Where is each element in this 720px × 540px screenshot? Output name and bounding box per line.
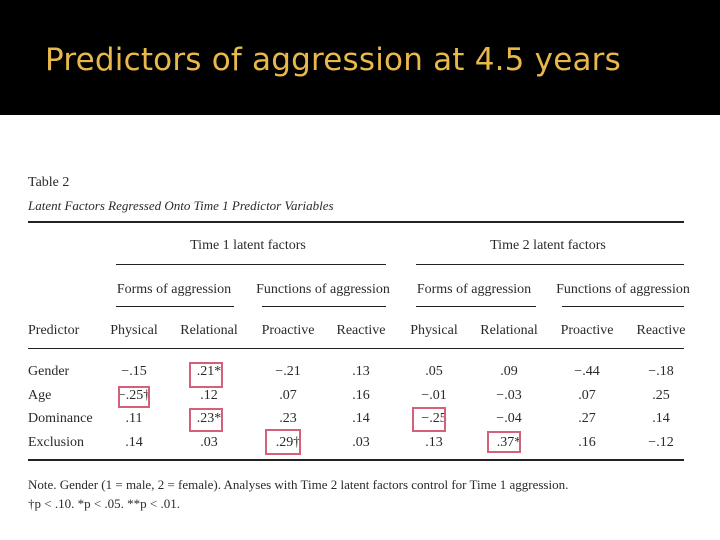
highlight-box bbox=[189, 362, 223, 388]
table-cell: −.15 bbox=[121, 364, 147, 379]
subgroup-header-forms-1: Forms of aggression bbox=[116, 282, 232, 297]
table-cell: −.21 bbox=[275, 364, 301, 379]
table-cell: −.01 bbox=[421, 388, 447, 403]
row-label: Dominance bbox=[28, 411, 93, 426]
table-cell: .13 bbox=[425, 435, 443, 450]
highlight-box bbox=[118, 386, 150, 408]
highlight-box bbox=[265, 429, 301, 455]
column-header: Physical bbox=[410, 323, 458, 338]
table-cell: .23* bbox=[196, 411, 222, 426]
table-cell: .13 bbox=[352, 364, 370, 379]
subgroup-rule-3 bbox=[416, 306, 536, 307]
table-cell: −.44 bbox=[574, 364, 600, 379]
highlight-box bbox=[189, 408, 223, 432]
table-cell: .27 bbox=[578, 411, 596, 426]
group-rule-time2 bbox=[416, 264, 684, 265]
significance-note: †p < .10. *p < .05. **p < .01. bbox=[28, 496, 180, 511]
table-cell: .03 bbox=[352, 435, 370, 450]
subgroup-rule-2 bbox=[262, 306, 386, 307]
table-cell: .29† bbox=[275, 435, 301, 450]
table-cell: .03 bbox=[200, 435, 218, 450]
table-cell: .07 bbox=[279, 388, 297, 403]
row-label: Age bbox=[28, 388, 52, 403]
table-cell: .14 bbox=[352, 411, 370, 426]
column-header: Relational bbox=[180, 323, 238, 338]
table-cell: −.03 bbox=[496, 388, 522, 403]
top-rule bbox=[28, 221, 684, 223]
slide-title: Predictors of aggression at 4.5 years bbox=[45, 42, 621, 78]
subgroup-header-functions-1: Functions of aggression bbox=[256, 282, 390, 297]
table-label: Table 2 bbox=[28, 175, 70, 190]
subgroup-header-functions-2: Functions of aggression bbox=[556, 282, 690, 297]
column-header: Proactive bbox=[560, 323, 614, 338]
row-label: Exclusion bbox=[28, 435, 84, 450]
table-cell: .16 bbox=[352, 388, 370, 403]
column-header: Reactive bbox=[636, 323, 686, 338]
row-label: Gender bbox=[28, 364, 70, 379]
highlight-box bbox=[412, 407, 446, 432]
table-cell: .09 bbox=[500, 364, 518, 379]
table-cell: .07 bbox=[578, 388, 596, 403]
table-cell: .23 bbox=[279, 411, 297, 426]
column-header: Proactive bbox=[261, 323, 315, 338]
table-cell: −.25† bbox=[117, 388, 151, 403]
table-cell: −.04 bbox=[496, 411, 522, 426]
subgroup-header-forms-2: Forms of aggression bbox=[416, 282, 532, 297]
subgroup-rule-4 bbox=[562, 306, 684, 307]
group-header-time1: Time 1 latent factors bbox=[190, 238, 306, 253]
table-cell: .12 bbox=[200, 388, 218, 403]
table-note: Note. Gender (1 = male, 2 = female). Ana… bbox=[28, 477, 569, 492]
table-cell: −.25 bbox=[421, 411, 447, 426]
predictor-header: Predictor bbox=[28, 323, 80, 338]
table-cell: .05 bbox=[425, 364, 443, 379]
column-header: Relational bbox=[480, 323, 538, 338]
table-cell: −.18 bbox=[648, 364, 674, 379]
table-cell: .25 bbox=[652, 388, 670, 403]
group-rule-time1 bbox=[116, 264, 386, 265]
bottom-rule bbox=[28, 459, 684, 461]
column-header: Reactive bbox=[336, 323, 386, 338]
subgroup-rule-1 bbox=[116, 306, 234, 307]
highlight-box bbox=[487, 431, 521, 453]
column-header: Physical bbox=[110, 323, 158, 338]
table-cell: −.12 bbox=[648, 435, 674, 450]
table-cell: .11 bbox=[125, 411, 143, 426]
table-cell: .16 bbox=[578, 435, 596, 450]
table-cell: .14 bbox=[125, 435, 143, 450]
table-caption: Latent Factors Regressed Onto Time 1 Pre… bbox=[28, 198, 334, 213]
header-rule bbox=[28, 348, 684, 349]
group-header-time2: Time 2 latent factors bbox=[490, 238, 606, 253]
table-cell: .21* bbox=[196, 364, 222, 379]
table-cell: .37* bbox=[496, 435, 522, 450]
slide-title-bar: Predictors of aggression at 4.5 years bbox=[0, 0, 720, 115]
table-cell: .14 bbox=[652, 411, 670, 426]
